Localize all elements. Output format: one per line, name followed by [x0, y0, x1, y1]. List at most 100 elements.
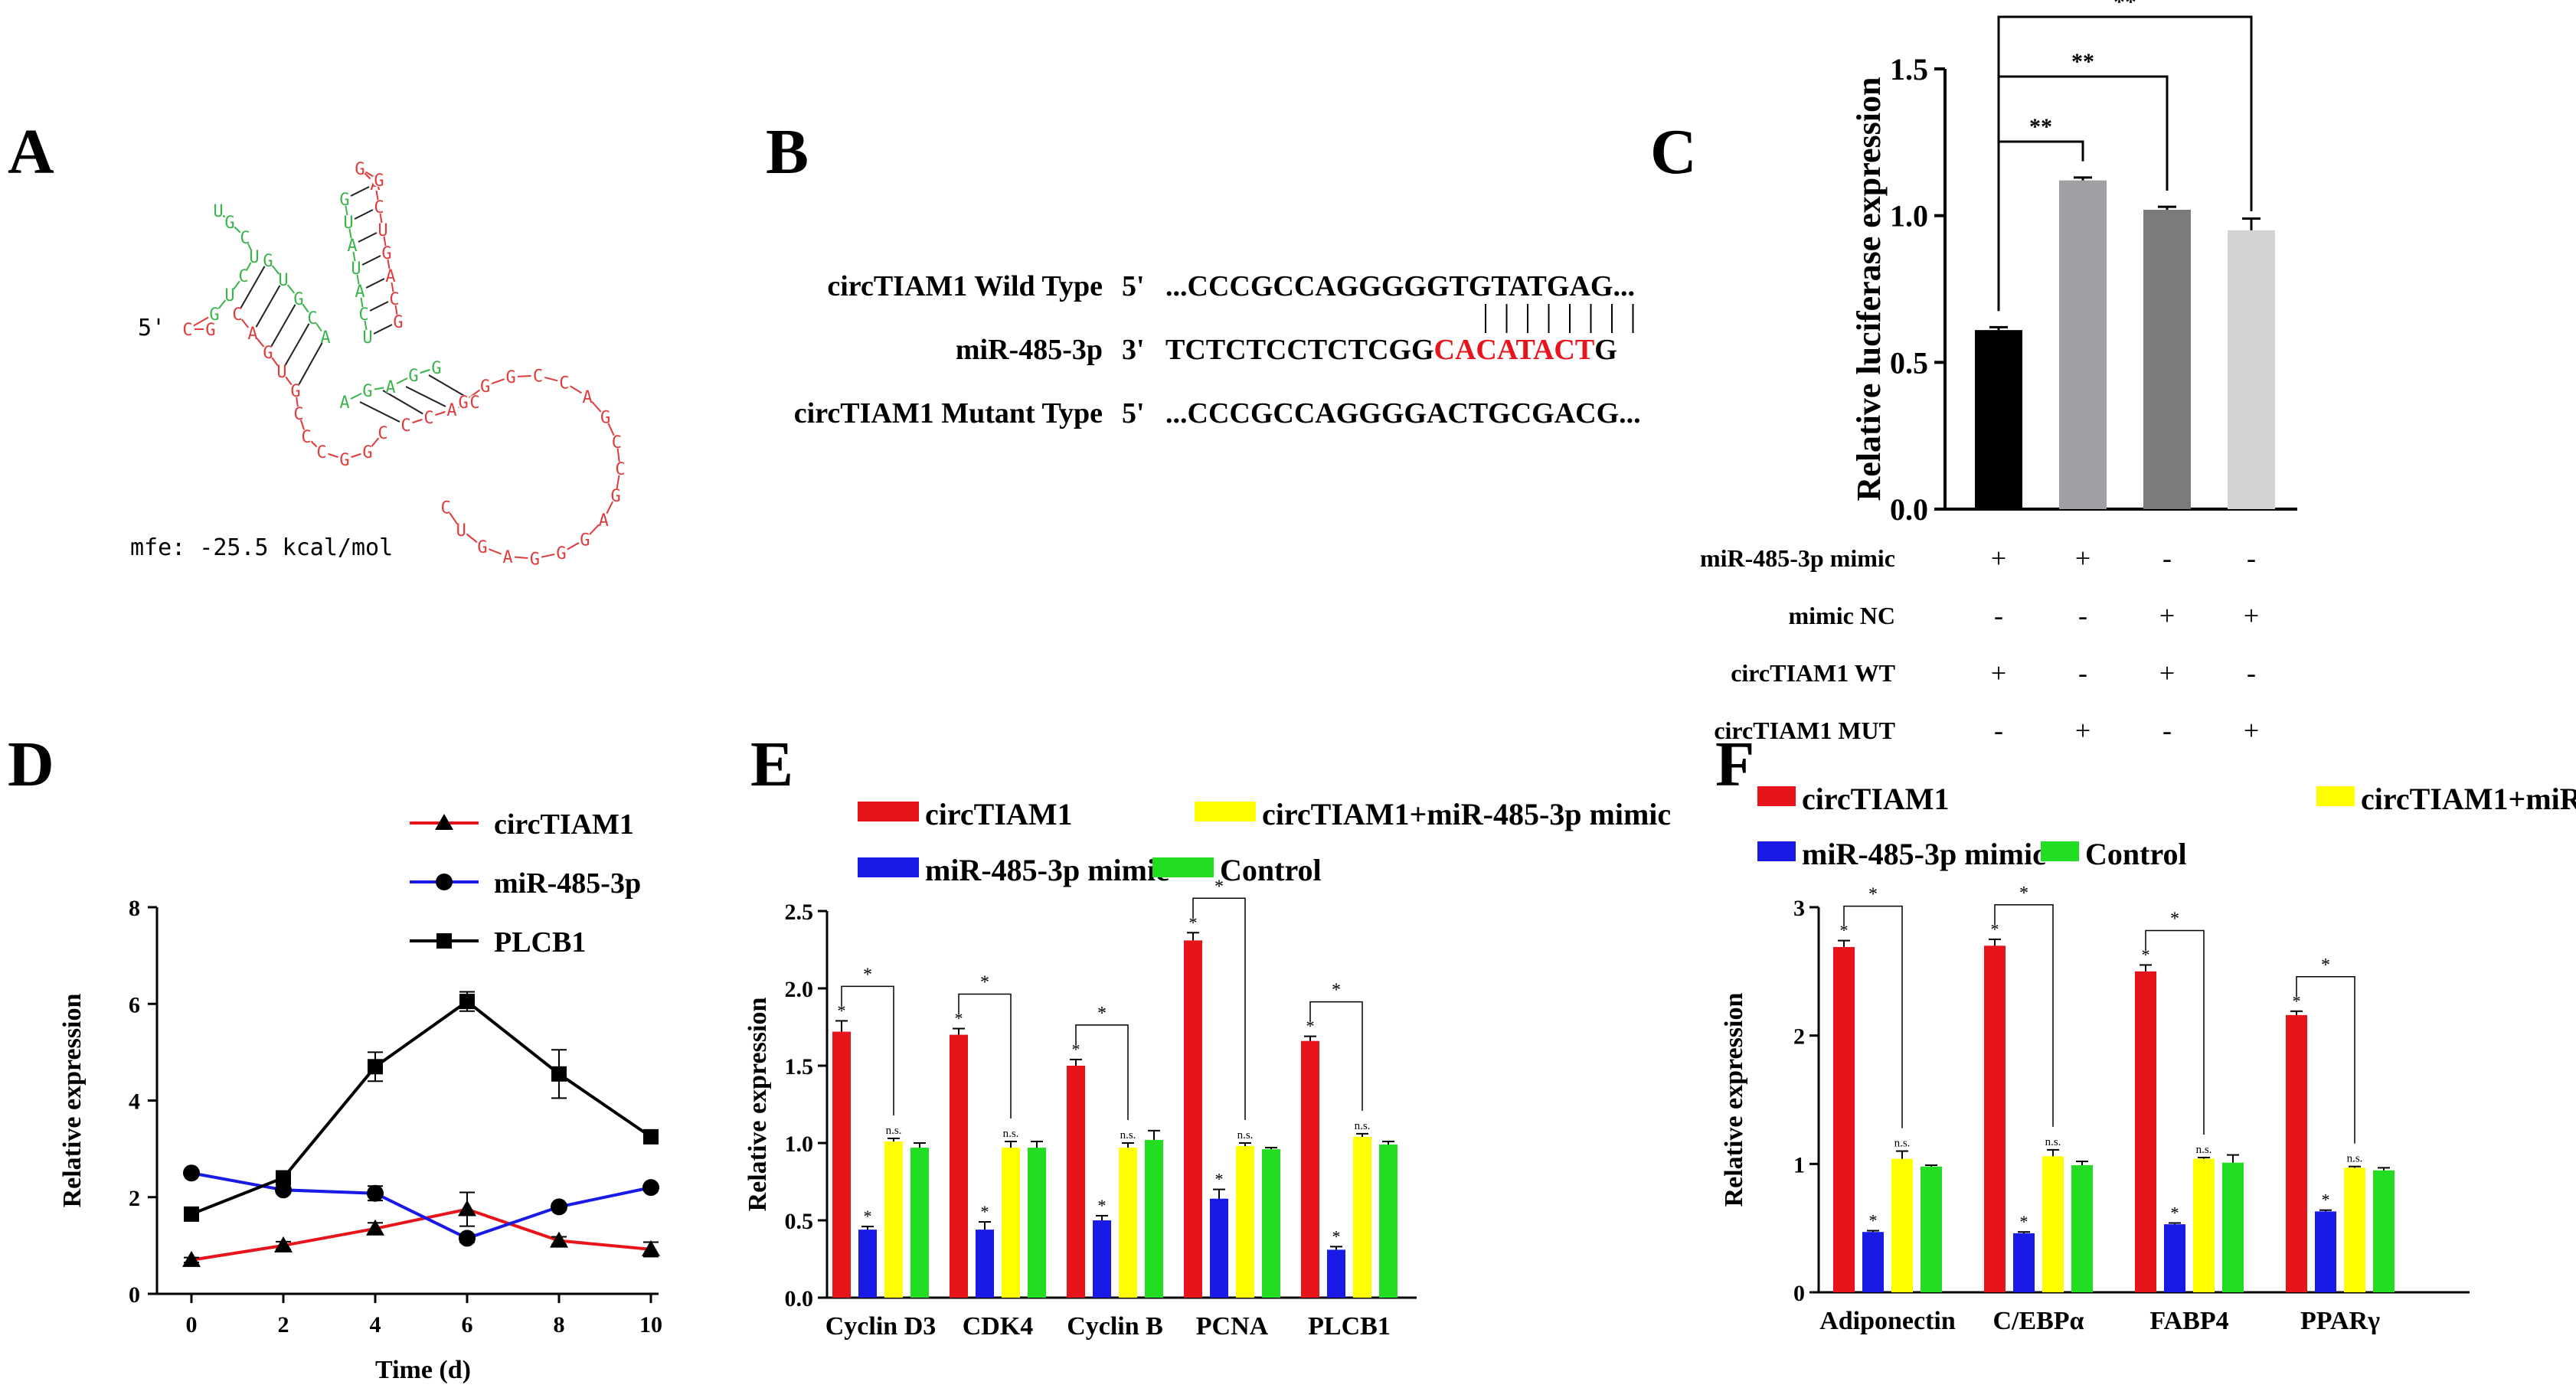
rna-base-bg	[580, 390, 595, 404]
rna-base-pair-bond	[405, 386, 453, 410]
rna-base: G	[293, 290, 303, 309]
seq-prime: 5'	[1122, 397, 1145, 429]
condition-sign: -	[2162, 715, 2172, 746]
rna-base: C	[400, 416, 410, 436]
rna-base: U	[362, 328, 372, 348]
bar	[1093, 1220, 1111, 1298]
bar	[2143, 210, 2191, 509]
bar	[1262, 1149, 1280, 1298]
rna-base: C	[615, 460, 625, 479]
bar	[2344, 1168, 2365, 1292]
seq-text: ...CCCGCCAGGGGACTGCGACG...	[1165, 397, 1641, 430]
rna-base-bg	[357, 307, 371, 321]
rna-base-bg	[445, 403, 459, 416]
data-point	[276, 1170, 291, 1186]
data-point	[642, 1239, 660, 1256]
bar-mark: *	[1215, 1170, 1224, 1189]
data-point	[436, 933, 452, 949]
bar	[950, 1034, 968, 1298]
bar	[1119, 1148, 1137, 1298]
rna-base-bg	[208, 307, 221, 321]
rna-base-bg	[204, 322, 217, 336]
data-point	[366, 1219, 384, 1236]
rna-base: A	[339, 394, 349, 413]
rna-base-bg	[315, 445, 329, 459]
rna-base-bg	[468, 395, 482, 409]
rna-base-bg	[349, 261, 363, 275]
bar	[832, 1031, 851, 1298]
rna-base-bg	[223, 215, 237, 229]
rna-base-bg	[230, 307, 244, 321]
bar	[1862, 1232, 1884, 1292]
rna-base: C	[612, 433, 622, 452]
bar	[2315, 1211, 2336, 1292]
rna-base-bg	[342, 215, 355, 229]
condition-sign: +	[2159, 658, 2175, 688]
panel-letter-d: D	[8, 729, 54, 800]
y-tick-label: 1.0	[785, 1132, 814, 1157]
rna-base: G	[263, 344, 273, 363]
bar-mark: *	[1189, 913, 1198, 932]
seq-text: TCTCTCCTCTCGGCACATACTG	[1165, 333, 1617, 367]
legend-swatch	[1757, 841, 1796, 861]
bar	[1028, 1148, 1046, 1298]
rna-base-bg	[338, 395, 351, 409]
rna-base-bg	[422, 410, 436, 424]
bar-mark: *	[1869, 1211, 1878, 1230]
bar	[2071, 1165, 2093, 1292]
rna-base-bg	[454, 522, 469, 537]
rna-base-bg	[531, 368, 545, 383]
bar	[2228, 230, 2275, 509]
rna-base: A	[347, 237, 357, 256]
rna-base: U	[378, 221, 387, 240]
bar	[1327, 1249, 1345, 1298]
rna-base-bg	[380, 246, 394, 260]
significance-bracket	[1994, 904, 2054, 1127]
rna-base-pair-bond	[267, 298, 299, 353]
data-point	[551, 1066, 567, 1082]
bar-mark: *	[1840, 921, 1849, 940]
bar-mark: n.s.	[2045, 1136, 2061, 1148]
rna-base-bg	[384, 380, 397, 394]
rna-base-bg	[338, 192, 351, 206]
x-tick-label: 2	[278, 1312, 289, 1337]
bar-mark: n.s.	[1237, 1129, 1254, 1141]
rna-base: G	[290, 382, 300, 401]
legend-swatch	[2041, 841, 2079, 861]
chart-f-adipogenesis: 0 1 2 3 Relative expression * * n.s. * Adiponecti…	[1720, 782, 2576, 1335]
x-tick-label: 10	[639, 1312, 662, 1337]
rna-base: A	[446, 401, 456, 420]
rna-base-bg	[237, 269, 250, 282]
rna-base: G	[362, 443, 372, 462]
bar	[2222, 1162, 2244, 1292]
rna-base-bg	[361, 445, 374, 459]
series-line	[191, 999, 652, 1216]
legend-swatch	[1757, 786, 1796, 806]
legend-label: circTIAM1	[494, 808, 634, 841]
bar	[976, 1230, 994, 1298]
significance-label: *	[863, 965, 872, 985]
bar	[1236, 1146, 1254, 1298]
rna-base-bg	[299, 429, 313, 443]
legend-label: miR-485-3p	[494, 867, 641, 900]
bar	[2135, 971, 2156, 1292]
data-point	[642, 1179, 659, 1197]
category-label: PPARγ	[2300, 1307, 2380, 1335]
rna-base: C	[441, 499, 451, 518]
significance-label: *	[980, 973, 989, 993]
y-tick-label: 2	[129, 1186, 140, 1211]
rna-base: G	[209, 305, 219, 325]
rna-base: A	[502, 548, 512, 567]
rna-base-bg	[598, 410, 613, 424]
rna-base-bg	[387, 292, 401, 305]
rna-base-bg	[353, 162, 367, 175]
bar	[1833, 946, 1855, 1292]
data-point	[274, 1236, 293, 1252]
significance-label: *	[1868, 885, 1878, 905]
rna-base: C	[301, 428, 311, 447]
bar-mark: n.s.	[2196, 1144, 2212, 1156]
legend-swatch	[858, 802, 919, 821]
five-prime-label: 5'	[138, 315, 165, 341]
seq-pre: ...CCCGCCAGGGG	[1165, 270, 1427, 302]
data-point	[275, 1181, 292, 1199]
